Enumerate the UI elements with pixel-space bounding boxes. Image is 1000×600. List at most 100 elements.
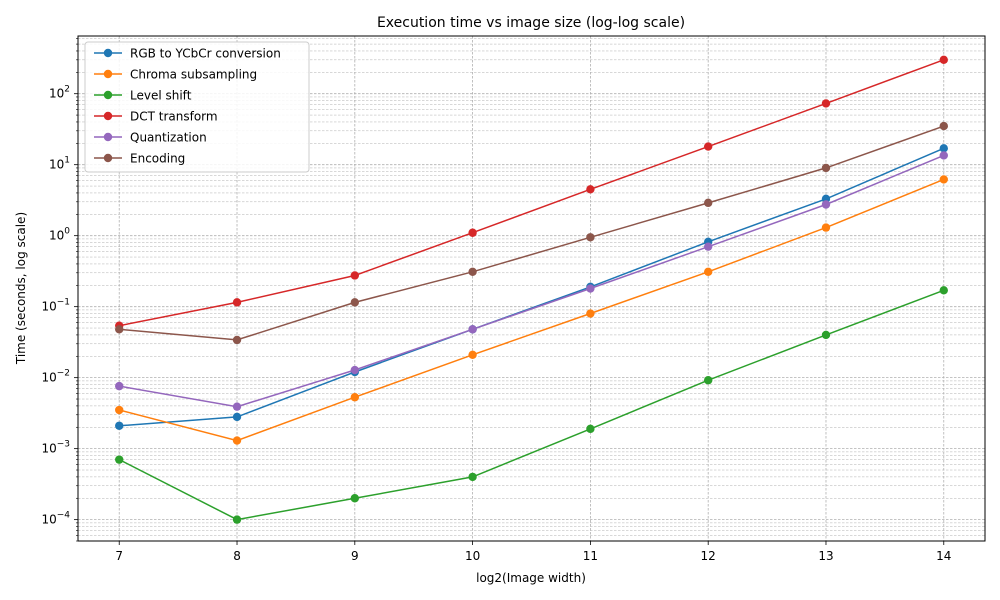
data-point: [939, 175, 948, 184]
x-tick-label: 12: [701, 549, 716, 563]
y-tick-base: 10: [49, 229, 64, 243]
data-point: [939, 55, 948, 65]
x-tick-label: 10: [465, 549, 480, 563]
series-1: [115, 175, 948, 445]
y-tick-label: 101: [49, 156, 70, 172]
y-tick-exponent: −3: [57, 440, 70, 450]
x-tick-label: 8: [233, 549, 241, 563]
series-4: [115, 151, 948, 411]
y-tick-exponent: 2: [64, 85, 70, 95]
legend-label: Encoding: [130, 152, 185, 166]
data-point: [939, 121, 948, 131]
data-point: [703, 267, 713, 276]
y-tick-exponent: −2: [57, 369, 70, 379]
data-point: [232, 515, 242, 524]
legend-marker: [103, 90, 113, 100]
data-point: [115, 381, 124, 391]
data-point: [821, 330, 831, 340]
data-point: [468, 325, 477, 334]
data-point: [232, 402, 242, 411]
y-tick-label: 102: [49, 85, 70, 101]
legend-item: Quantization: [94, 131, 207, 145]
legend-label: Quantization: [130, 131, 207, 145]
series-line: [119, 154, 945, 408]
y-tick-label: 10−4: [41, 511, 70, 527]
data-point: [821, 99, 831, 108]
data-point: [703, 198, 713, 208]
legend-label: Level shift: [130, 89, 192, 103]
data-point: [232, 298, 242, 307]
x-tick-label: 11: [583, 549, 598, 563]
data-point: [821, 223, 831, 232]
data-point: [115, 325, 124, 334]
y-tick-exponent: 0: [64, 227, 70, 237]
data-point: [939, 144, 948, 153]
legend-label: Chroma subsampling: [130, 68, 257, 82]
x-tick-label: 9: [351, 549, 359, 563]
y-tick-base: 10: [49, 87, 64, 101]
data-point: [586, 424, 595, 434]
y-tick-label: 10−1: [41, 298, 70, 314]
x-axis-label: log2(Image width): [476, 571, 586, 585]
plot-frame: [77, 35, 986, 542]
y-tick-base: 10: [49, 158, 64, 172]
y-axis-label: Time (seconds, log scale): [14, 212, 28, 365]
data-point: [468, 350, 477, 359]
legend-item: Chroma subsampling: [94, 68, 257, 82]
data-point: [586, 233, 595, 242]
series-group: [115, 55, 948, 524]
data-point: [115, 455, 124, 464]
data-point: [939, 286, 948, 295]
data-point: [821, 200, 831, 209]
y-tick-exponent: −1: [57, 298, 70, 308]
data-point: [350, 393, 360, 402]
data-point: [703, 142, 713, 151]
data-point: [115, 421, 124, 430]
data-point: [703, 242, 713, 251]
series-5: [115, 121, 948, 345]
data-point: [468, 228, 477, 237]
y-tick-label: 100: [49, 227, 70, 243]
data-point: [703, 376, 713, 385]
y-tick-label: 10−2: [41, 369, 70, 385]
series-line: [119, 147, 945, 427]
data-point: [350, 494, 360, 503]
data-point: [232, 436, 242, 445]
y-tick-base: 10: [41, 442, 56, 456]
series-line: [119, 125, 945, 341]
series-line: [118, 289, 945, 521]
x-tick-label: 14: [936, 549, 951, 563]
legend-label: RGB to YCbCr conversion: [130, 47, 281, 61]
legend-marker: [103, 48, 113, 58]
legend-marker: [103, 153, 113, 163]
legend-item: Encoding: [94, 152, 185, 166]
data-point: [586, 185, 595, 194]
series-line: [119, 178, 945, 442]
x-tick-label: 7: [115, 549, 123, 563]
data-point: [939, 151, 948, 160]
series-2: [115, 286, 948, 524]
legend: RGB to YCbCr conversion Chroma subsamplin…: [84, 41, 310, 173]
data-point: [586, 309, 595, 318]
data-point: [468, 472, 477, 482]
chart-title: Execution time vs image size (log-log sc…: [377, 15, 685, 31]
legend-item: DCT transform: [94, 110, 218, 124]
legend-box: [84, 41, 310, 173]
data-point: [350, 298, 360, 307]
y-tick-exponent: 1: [64, 156, 70, 166]
data-point: [350, 365, 360, 375]
legend-marker: [103, 111, 113, 121]
x-tick-label: 13: [818, 549, 833, 563]
data-point: [586, 284, 595, 293]
data-point: [468, 267, 477, 276]
legend-marker: [103, 132, 113, 142]
y-tick-exponent: −4: [57, 511, 71, 521]
y-tick-label: 10−3: [41, 440, 70, 456]
legend-item: RGB to YCbCr conversion: [94, 47, 281, 61]
y-tick-base: 10: [41, 300, 56, 314]
data-point: [350, 271, 360, 280]
legend-marker: [103, 69, 113, 79]
legend-label: DCT transform: [130, 110, 218, 124]
